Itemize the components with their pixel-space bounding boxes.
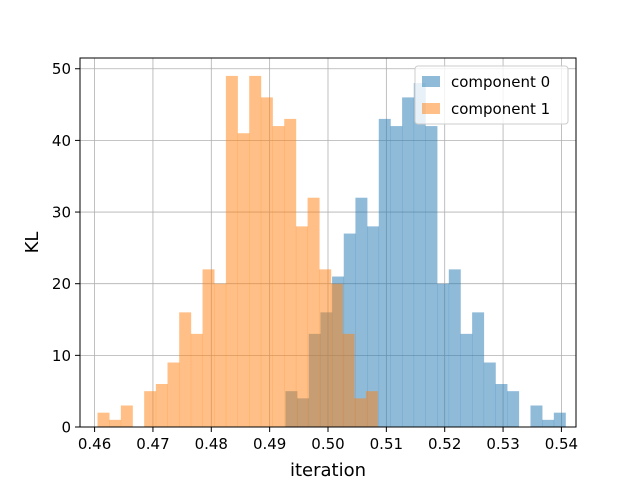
legend-label: component 1 — [451, 100, 550, 118]
y-tick-label: 10 — [52, 347, 71, 365]
bars-layer — [97, 75, 566, 427]
histogram-bar — [425, 126, 438, 427]
histogram-bar — [97, 412, 110, 427]
legend-swatch — [422, 76, 440, 87]
histogram-bar — [144, 391, 157, 427]
histogram-bar — [530, 405, 543, 427]
legend-label: component 0 — [451, 73, 550, 91]
histogram-bar — [460, 333, 473, 427]
y-tick-label: 30 — [52, 204, 71, 222]
x-tick-label: 0.47 — [136, 435, 169, 453]
histogram-bar — [120, 405, 133, 427]
histogram-bar — [307, 197, 320, 427]
histogram-bar — [448, 269, 461, 427]
histogram-bar — [249, 75, 262, 427]
histogram-bar — [260, 97, 273, 427]
x-tick-label: 0.50 — [311, 435, 344, 453]
histogram-bar — [155, 384, 168, 427]
x-tick-label: 0.46 — [78, 435, 111, 453]
x-tick-label: 0.53 — [486, 435, 519, 453]
histogram-bar — [272, 126, 285, 427]
histogram-bar — [413, 83, 426, 427]
x-tick-label: 0.49 — [253, 435, 286, 453]
histogram-bar — [190, 333, 203, 427]
histogram-bar — [167, 362, 180, 427]
legend: component 0 component 1 — [414, 65, 569, 125]
x-tick-label: 0.48 — [195, 435, 228, 453]
histogram-bar — [330, 283, 343, 427]
x-tick-label: 0.54 — [545, 435, 578, 453]
histogram-bar — [542, 419, 555, 427]
histogram-bar — [367, 226, 380, 427]
histogram-bar — [319, 269, 332, 427]
histogram-bar — [390, 126, 403, 427]
histogram-bar — [437, 283, 450, 427]
histogram-bar — [355, 197, 368, 427]
histogram-bar — [507, 391, 520, 427]
histogram-bar — [354, 398, 367, 427]
y-tick-label: 20 — [52, 275, 71, 293]
histogram-bar — [295, 226, 308, 427]
x-axis-label: iteration — [290, 460, 366, 480]
histogram-bar — [109, 419, 122, 427]
y-axis-label: KL — [22, 232, 43, 254]
legend-box — [414, 65, 569, 125]
histogram-bar — [483, 362, 496, 427]
y-tick-label: 0 — [61, 419, 71, 437]
histogram-bar — [202, 269, 215, 427]
histogram-bar — [402, 97, 415, 427]
histogram-bar — [365, 391, 378, 427]
histogram-bar — [284, 118, 297, 427]
histogram-bar — [495, 384, 508, 427]
histogram-bar — [343, 233, 356, 427]
ticks-layer: 0.46 0.47 0.48 0.49 0.50 0.51 0.52 0.53 0.54 0 10 2… — [52, 60, 578, 453]
histogram-bar — [378, 118, 391, 427]
histogram-bar — [179, 312, 192, 427]
y-tick-label: 40 — [52, 132, 71, 150]
y-tick-label: 50 — [52, 60, 71, 78]
x-tick-label: 0.51 — [370, 435, 403, 453]
histogram-bar — [472, 312, 485, 427]
legend-swatch — [422, 103, 440, 114]
histogram-bar — [237, 133, 250, 427]
histogram-bar — [225, 75, 238, 427]
histogram-bar — [214, 283, 227, 427]
series-1-bars — [97, 75, 378, 427]
histogram-bar — [342, 333, 355, 427]
histogram-bar — [553, 412, 566, 427]
x-tick-label: 0.52 — [428, 435, 461, 453]
